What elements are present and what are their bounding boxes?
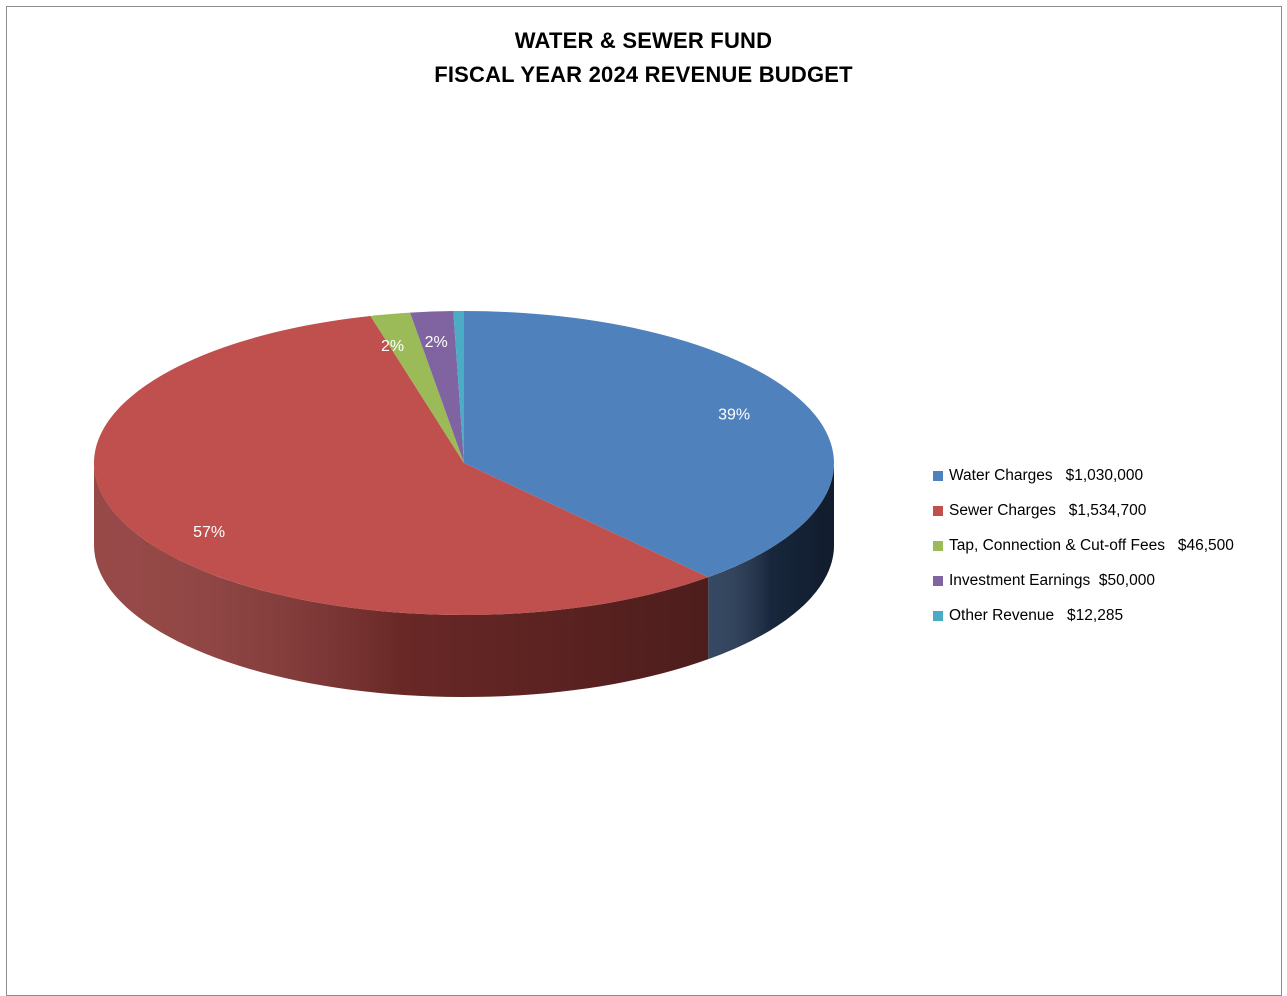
pie-slice-water-charges [464,311,834,578]
legend-swatch [933,505,943,516]
legend-label: Water Charges [949,466,1066,484]
pie-slice-investment-earnings [410,311,464,463]
pie-label-3: 2% [381,338,404,355]
legend-value: $1,030,000 [1065,466,1144,484]
legend-label: Tap, Connection & Cut-off Fees [949,536,1178,554]
legend-value: $50,000 [1098,571,1155,589]
chart-title-line-2: FISCAL YEAR 2024 REVENUE BUDGET [434,62,853,87]
pie-label-4: 2% [425,334,448,351]
pie-slice-sewer-charges [93,315,709,616]
chart-title-line-1: WATER & SEWER FUND [514,28,773,53]
legend-swatch [933,540,943,551]
legend-item: Water Charges $1,030,000 [933,458,1234,493]
legend-value: $46,500 [1177,536,1234,554]
legend-swatch [933,575,943,586]
legend-label: Other Revenue [949,606,1068,624]
legend-item: Investment Earnings $50,000 [933,563,1234,598]
legend-label: Sewer Charges [949,501,1069,519]
pie-percent-labels: 39% 57% 2% 2% [193,334,750,541]
pie-side-shade-1 [708,463,834,660]
legend-swatch [933,610,943,621]
pie-side-shade-2 [94,463,709,697]
legend-item: Sewer Charges $1,534,700 [933,493,1234,528]
pie-top-faces [93,310,834,616]
legend-item: Other Revenue $12,285 [933,598,1234,633]
legend-label: Investment Earnings [949,571,1099,589]
pie-slice-tap-connection-cut-off-fees [370,312,464,463]
pie-slice-other-revenue [453,310,464,463]
legend-swatch [933,470,943,481]
legend: Water Charges $1,030,000 Sewer Charges $1… [933,458,1234,633]
pie-label-2: 57% [193,524,225,541]
legend-item: Tap, Connection & Cut-off Fees $46,500 [933,528,1234,563]
legend-value: $1,534,700 [1068,501,1147,519]
legend-value: $12,285 [1067,606,1124,624]
pie-label-1: 39% [718,406,750,423]
pie-side-walls [94,463,834,697]
